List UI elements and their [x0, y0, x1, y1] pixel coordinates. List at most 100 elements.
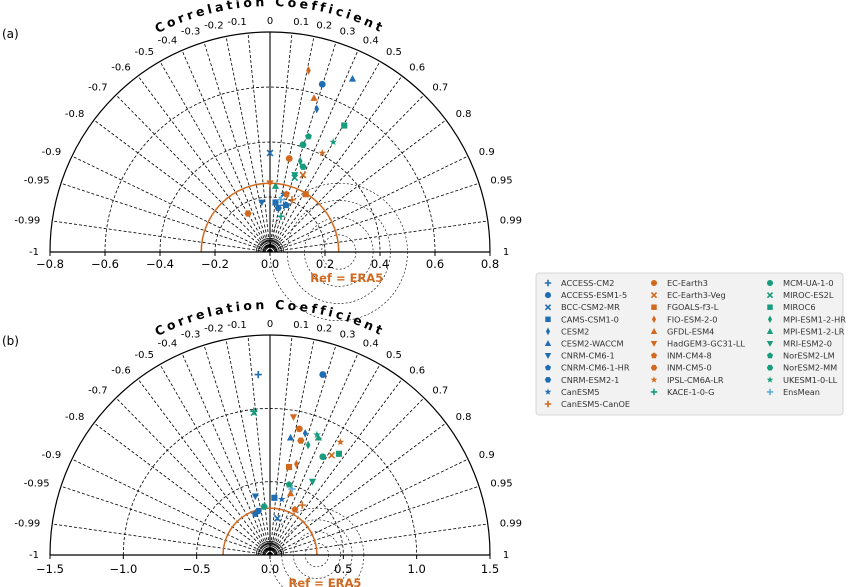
legend-marker-mpi-esm1-2-lr [766, 328, 774, 334]
panel-b-points [250, 371, 345, 522]
origin-ring [258, 240, 282, 253]
corr-grid-line [181, 353, 271, 556]
legend-label-miroc6: MIROC6 [783, 302, 816, 312]
origin-ring [260, 545, 280, 556]
corr-tick-label: -0.7 [88, 385, 108, 396]
corr-grid-line [269, 485, 480, 556]
point-noresm2-lm [305, 132, 312, 140]
legend-label-cnrm-cm6-1: CNRM-CM6-1 [561, 351, 615, 361]
point-ensmean [277, 196, 285, 204]
corr-tick-label: -0.3 [181, 330, 201, 341]
corr-grid-line [269, 397, 425, 556]
legend-marker-ec-earth3 [650, 279, 658, 287]
point-cnrm-esm2-1 [274, 204, 282, 212]
point-fgoals-f3-l [286, 463, 293, 471]
legend-label-access-cm2: ACCESS-CM2 [561, 278, 614, 288]
point-cesm2-waccm [348, 74, 357, 82]
corr-tick-label: 0.7 [432, 385, 448, 396]
corr-grid-line [269, 378, 403, 556]
corr-grid-line [269, 75, 403, 253]
corr-tick-label: -0.95 [24, 176, 50, 187]
legend-label-inm-cm4-8: INM-CM4-8 [667, 351, 712, 361]
origin-ring [255, 237, 285, 253]
x-tick-label: −0.4 [146, 257, 174, 271]
corr-tick-label: 0.95 [490, 176, 512, 187]
corr-grid-line [269, 345, 337, 556]
std-circle [196, 481, 344, 556]
point-canesm5 [277, 495, 286, 503]
corr-tick-label: -1 [29, 247, 39, 258]
legend-marker-fgoals-f3-l [651, 304, 657, 310]
legend-marker-bcc-csm2-mr [544, 304, 552, 311]
corr-tick-label: -0.1 [227, 17, 247, 28]
corr-tick-label: -0.6 [111, 62, 131, 73]
legend-label-fio-esm-2-0: FIO-ESM-2-0 [667, 314, 718, 324]
legend-label-gfdl-esm4: GFDL-ESM4 [667, 326, 714, 336]
x-tick-label: −1.0 [109, 562, 137, 576]
legend-label-ec-earth3-veg: EC-Earth3-Veg [667, 290, 726, 300]
corr-grid-line [269, 458, 469, 556]
point-mpi-esm1-2-hr [305, 440, 311, 450]
reference-std-arc [222, 507, 318, 556]
panel-a-ref-label: Ref = ERA5 [310, 271, 383, 285]
panel-a-grid [49, 31, 491, 322]
x-tick-label: 0.5 [334, 562, 352, 576]
corr-grid-line [269, 422, 447, 556]
corr-grid-line [269, 36, 315, 253]
point-cnrm-esm2-1 [254, 507, 262, 515]
point-kace-1-0-g [277, 212, 285, 220]
origin-ring [260, 242, 280, 253]
corr-tick-label: 0.6 [409, 365, 425, 376]
panel-label-a: (a) [2, 27, 19, 41]
x-tick-label: −0.2 [201, 257, 229, 271]
legend-marker-access-cm2 [544, 279, 552, 287]
point-gfdl-esm4 [310, 94, 318, 101]
point-cesm2-waccm [286, 433, 295, 441]
corr-tick-label: -0.8 [65, 109, 85, 120]
corr-tick-label: 0.4 [363, 338, 379, 349]
point-cnrm-cm6-1-hr [283, 201, 290, 209]
point-access-esm1-5 [318, 80, 326, 88]
legend: ACCESS-CM2 ACCESS-ESM1-5 BCC-CSM2-MR CAMS-C… [535, 272, 846, 416]
corr-tick-label: 0.8 [456, 109, 472, 120]
corr-tick-label: -0.9 [42, 147, 62, 158]
legend-label-mri-esm2-0: MRI-ESM2-0 [783, 339, 832, 349]
legend-marker-inm-cm5-0 [650, 364, 658, 371]
legend-marker-kace-1-0-g [650, 388, 658, 396]
point-ec-earth3-veg [328, 451, 336, 459]
corr-tick-label: 0.3 [340, 27, 356, 38]
corr-tick-label: -0.95 [24, 479, 50, 490]
corr-tick-label: 0.4 [363, 35, 379, 46]
legend-marker-mcm-ua-1-0 [766, 279, 774, 287]
corr-grid-line [137, 378, 271, 556]
x-tick-label: 0.6 [426, 257, 444, 271]
point-ec-earth3 [295, 425, 303, 433]
panel-label-b: (b) [2, 334, 19, 348]
point-hadgem3-gc31-ll [289, 414, 298, 421]
corr-tick-label: -0.7 [88, 82, 108, 93]
corr-tick-label: 0.8 [456, 412, 472, 423]
legend-label-noresm2-lm: NorESM2-LM [783, 351, 835, 361]
point-mpi-esm1-2-hr [297, 156, 303, 166]
corr-grid-line [52, 523, 271, 556]
std-circle [214, 196, 326, 253]
legend-label-canesm5-canoe: CanESM5-CanOE [561, 399, 630, 409]
corr-tick-label: 0.99 [500, 215, 522, 226]
origin-ring [262, 244, 278, 253]
corr-tick-label: 0.2 [316, 21, 332, 32]
std-circle [122, 407, 418, 556]
corr-tick-label: 0.3 [340, 330, 356, 341]
legend-box [535, 272, 844, 416]
point-access-cm2 [254, 371, 262, 379]
point-inm-cm5-0 [244, 210, 252, 217]
outer-arc [49, 334, 491, 556]
point-inm-cm5-0 [297, 437, 305, 444]
x-tick-label: 0.2 [316, 257, 334, 271]
legend-label-ensmean: EnsMean [783, 387, 820, 397]
corr-tick-label: 0.1 [293, 320, 309, 331]
legend-marker-ec-earth3-veg [650, 291, 658, 299]
legend-marker-access-esm1-5 [544, 292, 552, 299]
corr-grid-line [71, 155, 271, 253]
corr-tick-label: -0.9 [42, 450, 62, 461]
legend-marker-inm-cm4-8 [650, 352, 658, 359]
